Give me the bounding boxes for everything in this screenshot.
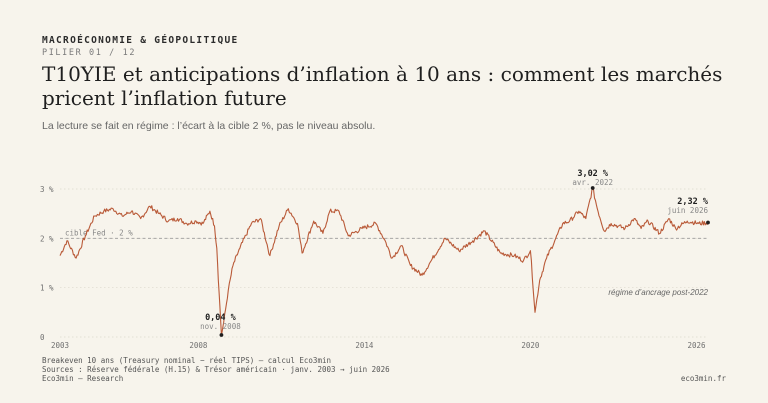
series-layer	[59, 187, 709, 336]
annotation-value: 0,04 %	[205, 313, 237, 323]
annotation-point	[590, 186, 595, 190]
y-tick-label: 0	[40, 333, 45, 342]
annotation-value: 3,02 %	[577, 169, 609, 179]
footer-sources: Sources : Réserve fédérale (H.15) & Trés…	[42, 365, 390, 374]
annotation-date: avr. 2022	[572, 178, 613, 187]
regime-label: régime d’ancrage post-2022	[608, 288, 708, 297]
fed-target-label: cible Fed · 2 %	[65, 228, 133, 237]
footer-brand: Eco3min — Research	[42, 374, 124, 383]
x-tick-label: 2026	[687, 341, 706, 350]
annotation-point	[706, 220, 710, 225]
annotation-value: 2,32 %	[677, 197, 709, 207]
annotation-layer: 0,04 %nov. 2008 3,02 %avr. 2022 2,32 %juin…	[200, 169, 710, 337]
annotation-date: nov. 2008	[200, 322, 241, 331]
annotation-date: juin 2026	[667, 206, 708, 215]
reference-layer: cible Fed · 2 % régime d’ancrage post-202…	[60, 228, 709, 297]
annotation-point	[219, 333, 224, 337]
x-tick-label: 2003	[51, 341, 69, 350]
page-subtitle: La lecture se fait en régime : l’écart à…	[42, 120, 376, 132]
footer-website: eco3min.fr	[680, 374, 726, 383]
x-tick-label: 2008	[189, 341, 208, 350]
section-kicker: MACROÉCONOMIE & GÉOPOLITIQUE	[42, 35, 239, 46]
pillar-counter: PILIER 01 / 12	[42, 48, 137, 58]
y-tick-labels: 0 1 % 2 % 3 %	[40, 185, 54, 342]
y-tick-label: 3 %	[40, 185, 54, 194]
y-tick-label: 1 %	[40, 284, 54, 293]
page-title: T10YIE et anticipations d’inflation à 10…	[42, 62, 723, 110]
breakeven-series-line	[59, 187, 709, 336]
y-tick-label: 2 %	[40, 234, 54, 243]
x-tick-labels: 2003 2008 2014 2020 2026	[51, 341, 706, 350]
x-tick-label: 2014	[355, 341, 374, 350]
x-tick-label: 2020	[521, 341, 540, 350]
footer-methodology: Breakeven 10 ans (Treasury nominal − rée…	[42, 356, 331, 365]
